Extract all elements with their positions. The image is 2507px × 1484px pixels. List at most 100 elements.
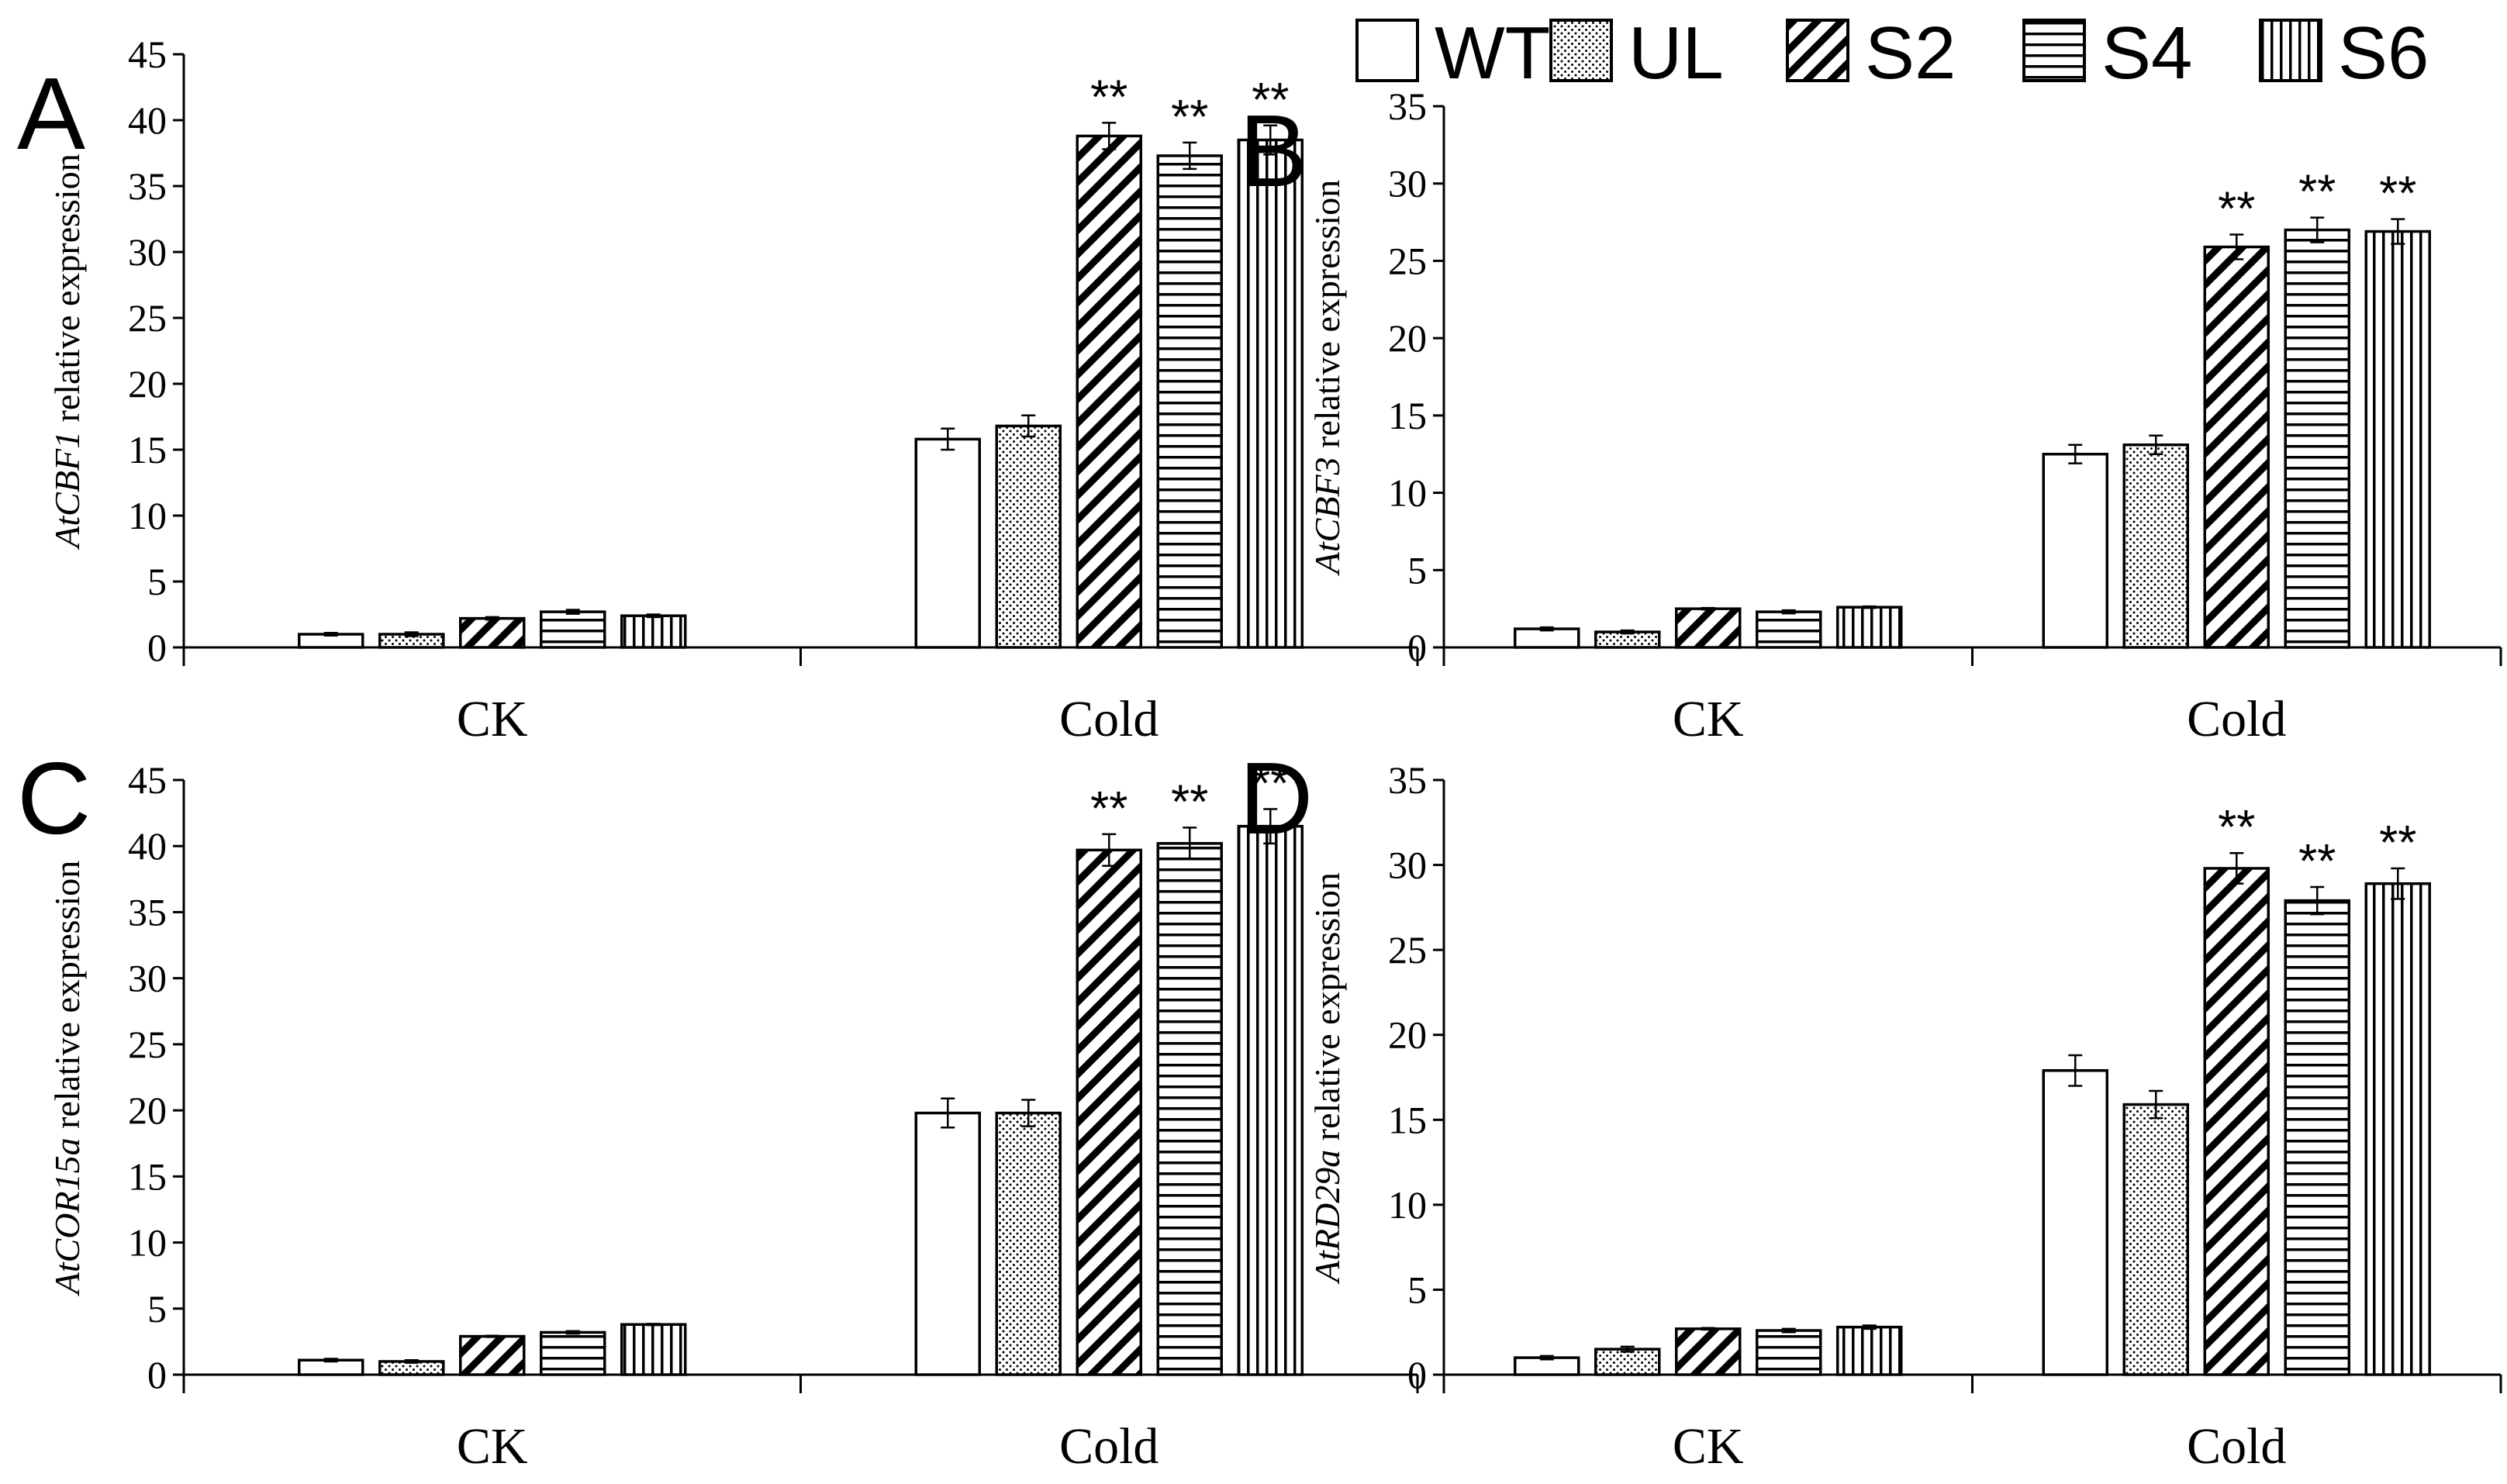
bar-s4-ck — [540, 610, 606, 649]
significance-marker: ** — [2298, 166, 2336, 219]
y-tick-label: 15 — [1388, 1098, 1427, 1141]
x-category-label: CK — [457, 1418, 528, 1475]
y-tick-label: 10 — [128, 494, 167, 537]
y-axis-title-suffix: relative expression — [1307, 872, 1347, 1150]
legend-item-s6: S6 — [2259, 12, 2429, 95]
bar-s6-cold — [2364, 230, 2431, 649]
panel-c: C 0 5 10 15 20 25 30 35 40 45 AtCOR15a relative exp… — [17, 741, 1419, 1475]
y-tick-label: 15 — [128, 1154, 167, 1198]
y-tick-label: 15 — [128, 428, 167, 471]
error-bar — [1781, 609, 1796, 615]
legend-label: S6 — [2338, 12, 2429, 95]
bar-s2-cold — [1076, 848, 1142, 1376]
bar-ul-cold — [995, 1111, 1062, 1376]
bar-s2-ck — [459, 616, 526, 649]
panel-a: A 0 5 10 15 20 25 30 35 40 45 AtCBF1 relative expre… — [17, 33, 1419, 747]
error-bar — [1620, 1345, 1635, 1353]
y-axis-title: AtRD29a relative expression — [1307, 872, 1347, 1285]
y-tick-label: 25 — [128, 1023, 167, 1066]
significance-marker: ** — [2379, 167, 2416, 221]
significance-marker: ** — [1171, 775, 1208, 829]
bar-s4-cold — [1156, 154, 1223, 649]
y-tick-label: 5 — [1407, 1268, 1427, 1311]
bar-s4-cold — [2284, 228, 2350, 649]
y-tick-label: 15 — [1388, 394, 1427, 437]
legend-item-ul: UL — [1549, 12, 1724, 95]
error-bar — [323, 632, 338, 637]
error-bar — [1701, 606, 1715, 611]
y-tick-label: 25 — [1388, 239, 1427, 282]
error-bar — [1183, 827, 1197, 861]
bar-s6-cold — [1237, 138, 1304, 649]
y-tick-label: 30 — [128, 957, 167, 1000]
y-tick-label: 5 — [147, 1287, 167, 1330]
error-bar — [1781, 1327, 1796, 1334]
bar-s6-ck — [1836, 1325, 1903, 1376]
y-tick-label: 0 — [1407, 1353, 1427, 1396]
y-tick-label: 35 — [128, 890, 167, 934]
bar-ul-cold — [2122, 1103, 2189, 1376]
legend-item-s4: S4 — [2022, 12, 2192, 95]
bar-s2-cold — [2203, 245, 2270, 649]
error-bar — [2068, 443, 2083, 464]
error-bar — [565, 609, 580, 615]
bar-s6-ck — [620, 614, 687, 649]
panel-b: B 0 5 10 15 20 25 30 35 AtCBF3 relative expressio… — [1239, 85, 2502, 747]
bar-s6-cold — [2364, 882, 2431, 1376]
error-bar — [404, 631, 419, 637]
bar-s4-ck — [1756, 610, 1822, 649]
legend-item-wt: WT — [1355, 12, 1550, 95]
bar-s4-ck — [540, 1330, 606, 1376]
bar-wt-cold — [2042, 1068, 2108, 1376]
bar-s2-cold — [1076, 134, 1142, 649]
y-tick-label: 20 — [128, 362, 167, 406]
y-tick-label: 10 — [128, 1221, 167, 1265]
error-bar — [1701, 1327, 1715, 1331]
y-tick-label: 0 — [147, 1353, 167, 1396]
error-bar — [1102, 122, 1117, 150]
significance-marker: ** — [1252, 74, 1289, 127]
y-axis-title-suffix: relative expression — [47, 861, 87, 1138]
significance-marker: ** — [1171, 91, 1208, 144]
legend-label: S4 — [2101, 12, 2192, 95]
x-category-label: CK — [1673, 1418, 1744, 1475]
error-bar — [1620, 629, 1635, 635]
legend-swatch — [2259, 19, 2322, 82]
y-tick-label: 40 — [128, 824, 167, 868]
error-bar — [646, 613, 661, 619]
y-tick-label: 45 — [128, 758, 167, 802]
error-bar — [404, 1359, 419, 1364]
y-tick-label: 20 — [128, 1089, 167, 1132]
error-bar — [1539, 626, 1554, 632]
significance-marker: ** — [1252, 757, 1289, 810]
y-tick-label: 25 — [128, 296, 167, 340]
x-category-label: Cold — [1059, 691, 1159, 747]
y-tick-label: 30 — [1388, 162, 1427, 205]
legend-label: WT — [1435, 12, 1550, 95]
y-tick-label: 45 — [128, 33, 167, 76]
error-bar — [646, 1323, 661, 1327]
error-bar — [1862, 605, 1877, 609]
bar-s4-cold — [1156, 842, 1223, 1376]
y-axis-title: AtCBF3 relative expression — [1307, 180, 1347, 576]
y-tick-label: 5 — [1407, 548, 1427, 592]
legend-label: S2 — [1865, 12, 1956, 95]
bar-s2-cold — [2203, 867, 2270, 1376]
error-bar — [1183, 141, 1197, 171]
error-bar — [1021, 414, 1036, 438]
error-bar — [2391, 218, 2405, 245]
error-bar — [2310, 216, 2325, 243]
bar-s6-ck — [620, 1323, 687, 1376]
y-axis-title-suffix: relative expression — [47, 154, 87, 431]
legend-swatch — [1355, 19, 1419, 82]
bar-s4-ck — [1756, 1329, 1822, 1376]
error-bar — [1862, 1324, 1877, 1330]
bar-wt-cold — [914, 1111, 981, 1376]
error-bar — [2229, 851, 2244, 885]
error-bar — [1263, 808, 1278, 845]
error-bar — [2229, 233, 2244, 261]
error-bar — [1102, 833, 1117, 868]
x-category-label: CK — [457, 691, 528, 747]
error-bar — [2068, 1054, 2083, 1087]
